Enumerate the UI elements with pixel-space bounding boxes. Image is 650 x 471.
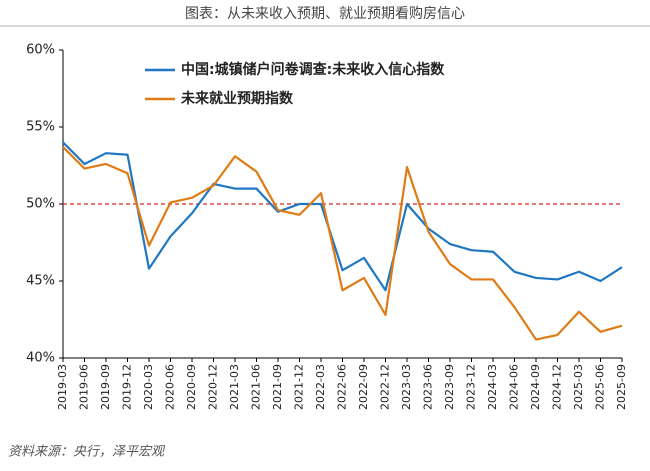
y-tick-label: 55% xyxy=(26,120,55,135)
x-tick-label: 2023-12 xyxy=(465,364,478,410)
series-line xyxy=(62,141,623,292)
x-tick-label: 2020-12 xyxy=(207,364,220,410)
x-tick-label: 2024-12 xyxy=(551,364,564,410)
x-tick-label: 2021-03 xyxy=(228,364,241,410)
y-tick-label: 60% xyxy=(26,43,55,58)
x-tick-label: 2022-03 xyxy=(314,364,327,410)
legend-label: 中国:城镇储户问卷调查:未来收入信心指数 xyxy=(181,61,445,78)
x-tick-label: 2025-03 xyxy=(572,364,585,410)
x-tick-label: 2022-09 xyxy=(357,364,370,410)
x-tick-label: 2021-09 xyxy=(271,364,284,410)
series-line xyxy=(62,146,623,341)
x-tick-label: 2023-03 xyxy=(400,364,413,410)
y-tick-label: 40% xyxy=(26,351,55,366)
source-note: 资料来源：央行，泽平宏观 xyxy=(8,444,166,460)
x-tick-label: 2024-03 xyxy=(486,364,499,410)
x-tick-label: 2022-06 xyxy=(336,364,349,410)
x-tick-label: 2023-06 xyxy=(422,364,435,410)
x-tick-label: 2025-09 xyxy=(615,364,628,410)
x-tick-label: 2020-06 xyxy=(164,364,177,410)
x-tick-label: 2022-12 xyxy=(379,364,392,410)
x-tick-label: 2023-09 xyxy=(443,364,456,410)
x-tick-label: 2025-06 xyxy=(594,364,607,410)
x-tick-label: 2019-06 xyxy=(78,364,91,410)
x-tick-label: 2021-12 xyxy=(293,364,306,410)
legend-label: 未来就业预期指数 xyxy=(181,90,294,107)
y-tick-label: 50% xyxy=(26,197,55,212)
x-tick-label: 2019-12 xyxy=(121,364,134,410)
x-tick-label: 2020-09 xyxy=(185,364,198,410)
x-tick-label: 2019-09 xyxy=(99,364,112,410)
x-tick-label: 2024-09 xyxy=(529,364,542,410)
x-tick-label: 2021-06 xyxy=(250,364,263,410)
y-tick-label: 45% xyxy=(26,274,55,289)
x-tick-label: 2019-03 xyxy=(56,364,69,410)
x-tick-label: 2020-03 xyxy=(142,364,155,410)
chart-title: 图表：从未来收入预期、就业预期看购房信心 xyxy=(185,6,465,22)
x-tick-label: 2024-06 xyxy=(508,364,521,410)
